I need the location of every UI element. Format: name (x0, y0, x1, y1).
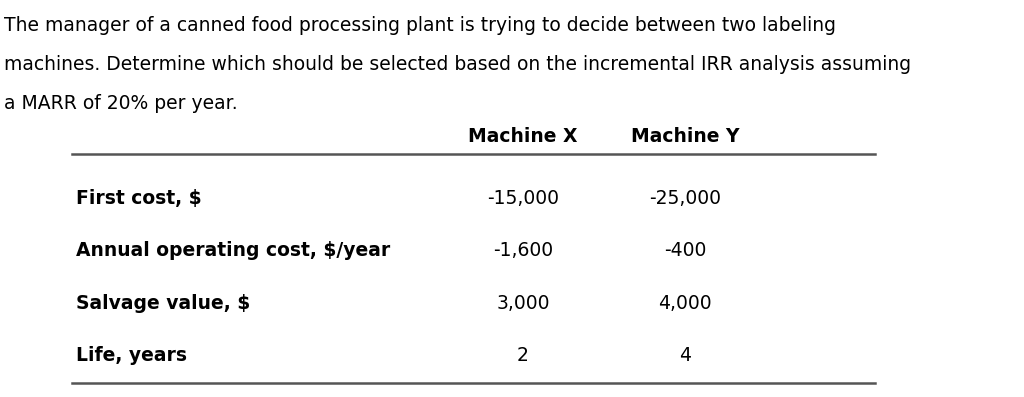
Text: First cost, $: First cost, $ (77, 189, 202, 208)
Text: -400: -400 (665, 241, 707, 260)
Text: 2: 2 (517, 346, 528, 365)
Text: -1,600: -1,600 (493, 241, 553, 260)
Text: Life, years: Life, years (77, 346, 187, 365)
Text: 4: 4 (679, 346, 691, 365)
Text: 4,000: 4,000 (658, 294, 712, 313)
Text: Machine Y: Machine Y (631, 127, 739, 146)
Text: -25,000: -25,000 (649, 189, 721, 208)
Text: a MARR of 20% per year.: a MARR of 20% per year. (4, 94, 238, 113)
Text: machines. Determine which should be selected based on the incremental IRR analys: machines. Determine which should be sele… (4, 55, 911, 74)
Text: The manager of a canned food processing plant is trying to decide between two la: The manager of a canned food processing … (4, 16, 837, 35)
Text: 3,000: 3,000 (497, 294, 550, 313)
Text: Machine X: Machine X (468, 127, 578, 146)
Text: -15,000: -15,000 (486, 189, 559, 208)
Text: Salvage value, $: Salvage value, $ (77, 294, 251, 313)
Text: Annual operating cost, $/year: Annual operating cost, $/year (77, 241, 390, 260)
